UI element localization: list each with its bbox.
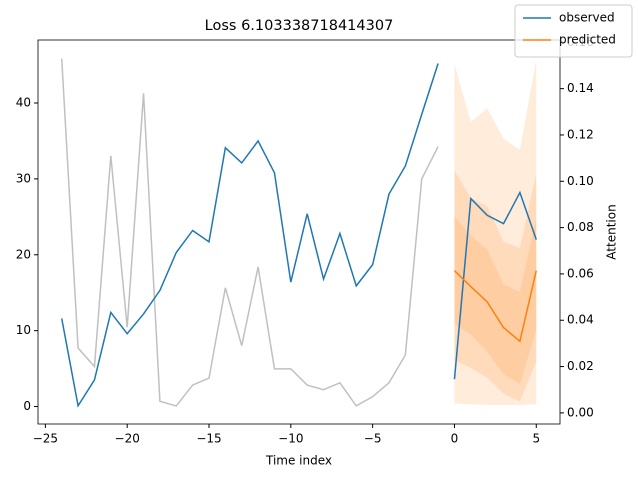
x-tick-label: 5 xyxy=(532,432,540,446)
x-axis-label: Time index xyxy=(265,454,332,468)
legend-label: observed xyxy=(559,11,615,25)
y-tick-label: 40 xyxy=(16,95,31,109)
y-tick-label: 10 xyxy=(16,323,31,337)
y2-tick-label: 0.00 xyxy=(567,405,594,419)
series-line xyxy=(453,190,537,380)
y2-tick-label: 0.02 xyxy=(567,359,594,373)
y2-tick-label: 0.08 xyxy=(567,220,594,234)
chart-title: Loss 6.103338718414307 xyxy=(205,18,394,34)
series-line xyxy=(453,270,538,343)
y2-tick-label: 0.14 xyxy=(567,81,594,95)
y2-tick-label: 0.04 xyxy=(567,313,594,327)
legend-label: predicted xyxy=(559,33,616,47)
x-tick-label: −20 xyxy=(115,432,140,446)
y2-tick-label: 0.10 xyxy=(567,174,594,188)
x-tick-label: −25 xyxy=(33,432,58,446)
quantile-band xyxy=(454,59,537,406)
quantile-band xyxy=(454,216,537,384)
y2-axis-label: Attention xyxy=(605,204,619,259)
y-tick-label: 0 xyxy=(23,399,31,413)
x-tick-label: −15 xyxy=(196,432,221,446)
y-tick-label: 20 xyxy=(16,247,31,261)
x-tick-label: −5 xyxy=(364,432,382,446)
plot-frame xyxy=(37,39,561,425)
quantile-band xyxy=(454,170,537,402)
x-tick-label: −10 xyxy=(278,432,303,446)
y2-tick-label: 0.06 xyxy=(567,266,594,280)
y2-tick-label: 0.12 xyxy=(567,127,594,141)
x-tick-label: 0 xyxy=(451,432,459,446)
y-tick-label: 30 xyxy=(16,171,31,185)
series-line xyxy=(60,63,439,408)
series-line xyxy=(60,58,439,407)
